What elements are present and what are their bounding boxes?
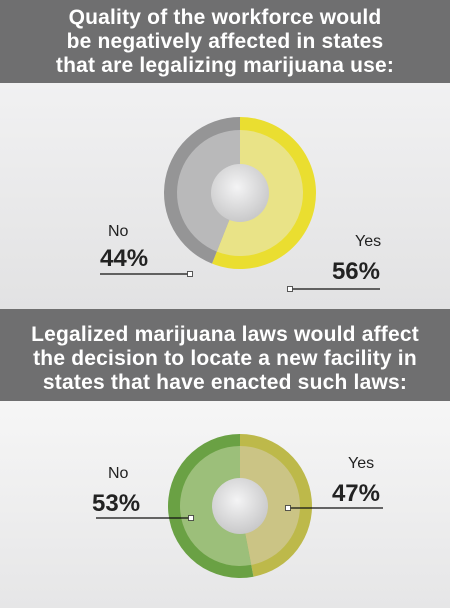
chart-title-workforce: Quality of the workforce would be negati… (0, 0, 450, 83)
chart-area-facility: Yes 47% No 53% (0, 401, 450, 608)
category-label-yes: Yes (348, 455, 374, 472)
chart-panel-workforce: Quality of the workforce would be negati… (0, 0, 450, 309)
leader-marker-no (187, 271, 193, 277)
value-label-yes: 47% (332, 480, 380, 507)
donut-hole (211, 164, 269, 222)
category-label-no: No (108, 465, 129, 482)
donut-hole (212, 478, 268, 534)
category-label-yes: Yes (355, 233, 381, 250)
slice-no (177, 130, 240, 252)
chart-title-facility: Legalized marijuana laws would affect th… (0, 309, 450, 401)
donut-chart-facility: Yes 47% No 53% (92, 434, 383, 578)
title-line: be negatively affected in states (66, 30, 384, 53)
title-line: states that have enacted such laws: (42, 371, 408, 394)
chart-area-workforce: Yes 56% No 44% (0, 83, 450, 309)
category-label-no: No (108, 223, 129, 240)
leader-marker-no (188, 515, 194, 521)
chart-panel-facility: Legalized marijuana laws would affect th… (0, 309, 450, 608)
donut-chart-workforce: Yes 56% No 44% (100, 117, 381, 292)
title-line: Legalized marijuana laws would affect (31, 323, 419, 346)
title-line: the decision to locate a new facility in (33, 347, 417, 370)
value-label-no: 53% (92, 490, 140, 517)
leader-marker-yes (287, 286, 293, 292)
title-line: that are legalizing marijuana use: (55, 54, 395, 77)
leader-marker-yes (285, 505, 291, 511)
value-label-no: 44% (100, 245, 148, 272)
title-line: Quality of the workforce would (68, 6, 382, 29)
slice-yes (240, 446, 301, 565)
value-label-yes: 56% (332, 258, 380, 285)
